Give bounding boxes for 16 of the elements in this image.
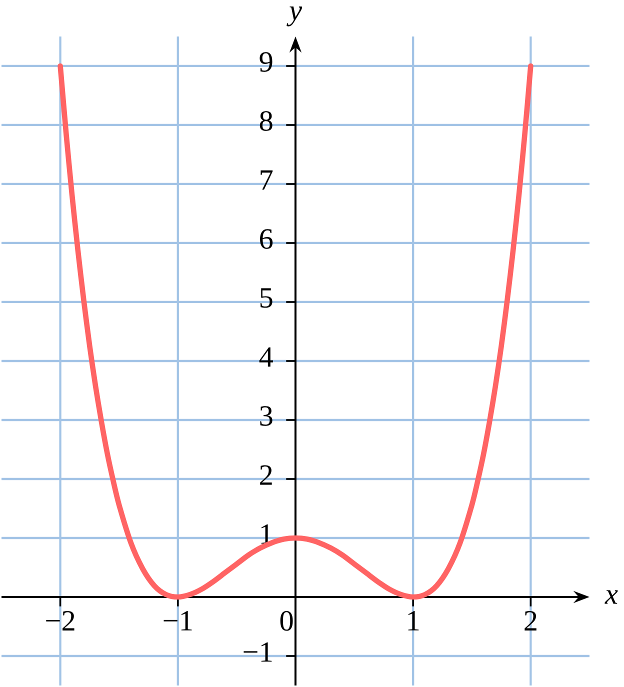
- x-axis-title: x: [604, 590, 618, 604]
- y-axis-title: y: [286, 6, 302, 26]
- y-tick-label: 6: [260, 229, 273, 249]
- x-tick-label: 2: [524, 611, 536, 630]
- y-tick-label: 8: [260, 111, 272, 131]
- y-tick-label: 3: [260, 406, 272, 426]
- y-tick-label: 9: [260, 52, 272, 72]
- x-tick-label: 0: [280, 610, 293, 631]
- y-tick-label: −1: [244, 642, 272, 662]
- x-tick-label: −2: [46, 611, 74, 630]
- y-tick-label: 2: [260, 465, 272, 485]
- y-tick-label: 4: [259, 347, 274, 367]
- y-tick-label: 7: [260, 170, 273, 190]
- x-tick-label: −1: [164, 611, 192, 630]
- y-tick-label: 5: [260, 288, 272, 308]
- x-tick-label: 1: [408, 611, 419, 630]
